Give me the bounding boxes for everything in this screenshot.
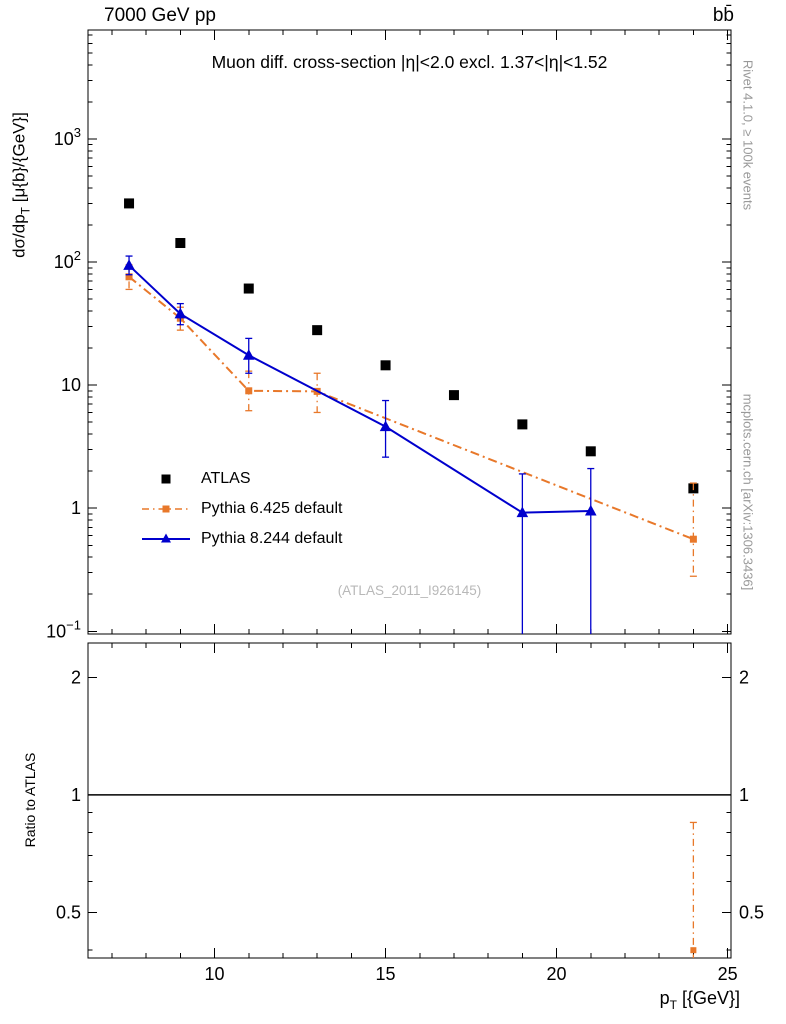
data-point-marker <box>448 390 459 401</box>
y-tick-label: 1 <box>71 498 81 518</box>
data-point-marker <box>517 419 528 430</box>
x-tick-label: 10 <box>205 964 225 984</box>
mcplots-credit: mcplots.cern.ch [arXiv:1306.3436] <box>740 393 756 591</box>
beam-energy-title: 7000 GeV pp <box>104 5 216 26</box>
x-tick-label: 15 <box>376 964 396 984</box>
panel-ratio: 2 2 1 1 0.5 0.5 10 15 20 25 <box>56 642 764 984</box>
data-point-marker <box>690 947 697 954</box>
panel-frame <box>87 29 732 635</box>
data-point-marker <box>585 446 596 457</box>
data-point-marker <box>584 504 597 516</box>
data-point-marker <box>124 198 135 209</box>
x-axis-label: pT [{GeV}] <box>660 988 740 1012</box>
data-point-marker <box>312 325 323 336</box>
atlas-marker-icon <box>161 474 171 484</box>
y-tick-label-right: 0.5 <box>739 902 764 922</box>
y-axis-label: dσ/dpT [μ{b}/{GeV}] <box>10 112 33 258</box>
y-tick-label: 10−1 <box>46 617 81 641</box>
y-tick-label: 102 <box>54 248 81 272</box>
x-tick-label: 20 <box>547 964 567 984</box>
axis-ticks <box>88 30 731 634</box>
process-title: bb̄ <box>712 5 734 26</box>
data-point-marker <box>174 307 187 319</box>
y-axis-label-units: [μ{b}/{GeV}] <box>9 112 29 207</box>
data-point-marker <box>125 273 133 281</box>
data-point-marker <box>380 360 391 371</box>
analysis-id-watermark: (ATLAS_2011_I926145) <box>337 583 482 598</box>
plot-title: Muon diff. cross-section |η|<2.0 excl. 1… <box>211 52 608 72</box>
pythia6-marker-icon <box>142 505 190 513</box>
panel-frame <box>87 642 732 959</box>
y-tick-label: 2 <box>71 667 81 687</box>
legend-label-pythia6: Pythia 6.425 default <box>201 500 343 517</box>
rivet-version-credit: Rivet 4.1.0, ≥ 100k events <box>740 59 756 211</box>
axis-ticks <box>88 643 731 958</box>
legend-label-pythia8: Pythia 8.244 default <box>201 530 343 547</box>
y-tick-label-right: 2 <box>739 667 749 687</box>
y-tick-label-right: 1 <box>739 785 749 805</box>
atlas-square-marker <box>161 474 171 484</box>
y-tick-label: 10 <box>61 375 81 395</box>
data-point-marker <box>245 387 253 395</box>
pythia8-marker-icon <box>142 533 190 543</box>
data-point-marker <box>123 259 135 270</box>
legend-item-atlas: ATLAS <box>140 464 342 494</box>
series-pythia-8-244-default <box>123 255 597 634</box>
data-point-marker <box>175 238 186 249</box>
legend: ATLAS Pythia 6.425 default Pythia 8.244 … <box>140 464 342 554</box>
y-tick-label: 1 <box>71 785 81 805</box>
series-atlas <box>124 198 699 494</box>
legend-item-pythia8: Pythia 8.244 default <box>140 524 342 554</box>
series-pythia-6-425-default-atlas <box>689 821 697 958</box>
y-axis-label-sub: T <box>18 206 33 215</box>
pythia6-square-marker <box>162 505 170 513</box>
legend-label-atlas: ATLAS <box>201 470 251 487</box>
data-point-marker <box>516 506 529 518</box>
x-axis-label-sub: T <box>669 998 677 1012</box>
data-point-marker <box>379 420 392 432</box>
data-point-marker <box>243 283 254 294</box>
legend-item-pythia6: Pythia 6.425 default <box>140 494 342 524</box>
y-tick-label: 103 <box>54 125 81 149</box>
ratio-axis-label: Ratio to ATLAS <box>22 752 38 848</box>
data-point-marker <box>689 535 697 543</box>
x-axis-label-main: p <box>659 988 670 1008</box>
x-axis-label-units: [{GeV}] <box>676 988 740 1008</box>
x-tick-label: 25 <box>718 964 738 984</box>
pythia8-triangle-marker <box>161 533 171 543</box>
y-tick-label: 0.5 <box>56 902 81 922</box>
y-axis-label-main: dσ/dp <box>9 214 29 258</box>
data-point-marker <box>242 349 255 360</box>
